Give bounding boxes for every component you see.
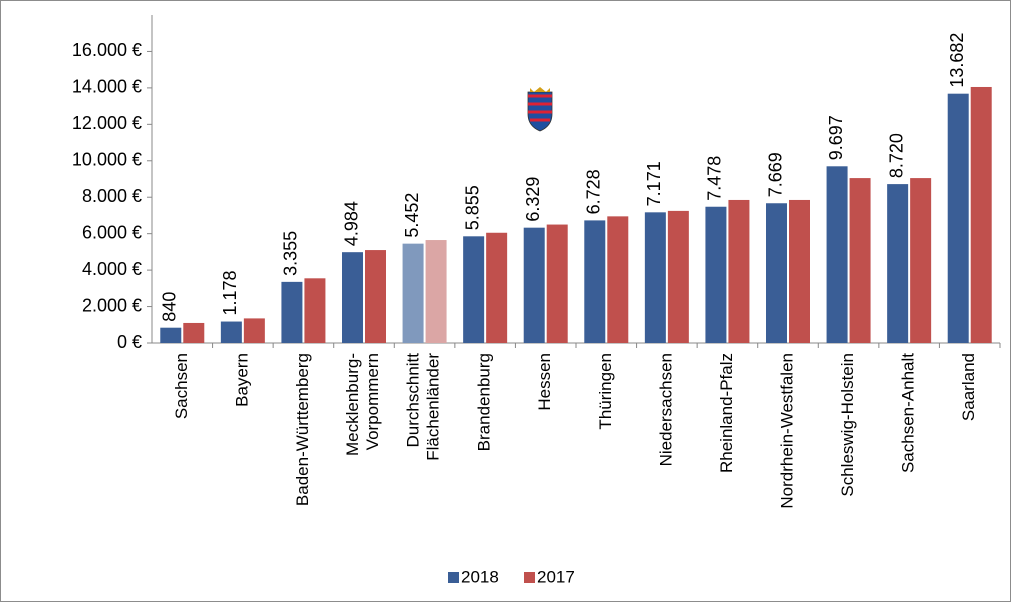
bar: [644, 212, 666, 343]
data-label: 7.669: [765, 152, 785, 197]
data-label: 7.171: [644, 161, 664, 206]
bar: [304, 278, 326, 343]
y-tick-label: 8.000 €: [82, 186, 142, 206]
legend-swatch: [524, 572, 535, 583]
y-tick-label: 2.000 €: [82, 295, 142, 315]
bar: [183, 322, 205, 343]
x-tick-label: Hessen: [535, 353, 554, 411]
x-tick-label: Sachsen: [172, 353, 191, 419]
bar: [947, 93, 969, 343]
bar: [607, 216, 629, 343]
x-tick-label: Rheinland-Pfalz: [717, 353, 736, 473]
bar: [365, 250, 386, 343]
y-tick-label: 14.000 €: [72, 77, 142, 97]
data-label: 9.697: [826, 115, 846, 160]
y-tick-label: 12.000 €: [72, 113, 142, 133]
x-tick-label: DurchschnittFlächenländer: [404, 353, 443, 461]
x-tick-label: Brandenburg: [475, 353, 494, 451]
bar: [887, 184, 909, 343]
bar: [342, 252, 363, 343]
y-tick-label: 6.000 €: [82, 222, 142, 242]
x-tick-label: Sachsen-Anhalt: [899, 353, 918, 473]
data-label: 5.452: [402, 193, 422, 238]
legend-label: 2018: [461, 567, 499, 586]
bar: [826, 166, 848, 343]
bar: [281, 281, 303, 343]
bar: [160, 327, 182, 343]
y-tick-label: 0 €: [117, 332, 142, 352]
bar: [766, 203, 787, 343]
bar: [243, 318, 265, 343]
legend-swatch: [448, 572, 459, 583]
y-tick-label: 16.000 €: [72, 40, 142, 60]
bar: [523, 227, 545, 343]
data-label: 3.355: [281, 231, 301, 276]
bar: [667, 210, 689, 343]
bar: [220, 321, 242, 343]
data-label: 4.984: [341, 201, 361, 246]
x-tick-label: Mecklenburg-Vorpommern: [343, 353, 382, 456]
hessen-crest: [527, 87, 553, 132]
x-tick-label: Bayern: [232, 353, 251, 407]
bar: [402, 243, 424, 343]
x-tick-label: Baden-Württemberg: [293, 353, 312, 506]
bar: [425, 240, 447, 343]
bar: [970, 86, 992, 343]
data-label: 1.178: [220, 270, 240, 315]
data-label: 8.720: [886, 133, 906, 178]
legend-label: 2017: [537, 567, 575, 586]
data-label: 13.682: [947, 33, 967, 88]
bar: [705, 206, 727, 343]
data-label: 7.478: [705, 156, 725, 201]
data-label: 6.329: [523, 177, 543, 222]
bar: [910, 178, 932, 343]
data-label: 5.855: [462, 185, 482, 230]
bar: [728, 199, 750, 343]
bar: [849, 178, 871, 343]
bar: [789, 199, 810, 343]
data-label: 840: [160, 292, 180, 322]
y-tick-label: 10.000 €: [72, 150, 142, 170]
bar: [463, 236, 485, 343]
bar: [584, 220, 606, 343]
x-tick-label: Schleswig-Holstein: [838, 353, 857, 497]
data-label: 6.728: [584, 169, 604, 214]
bar: [546, 224, 568, 343]
x-tick-label: Niedersachsen: [656, 353, 675, 466]
x-tick-label: Thüringen: [596, 353, 615, 430]
x-tick-label: Saarland: [959, 353, 978, 421]
x-tick-label: Nordrhein-Westfalen: [777, 353, 796, 509]
bar: [486, 232, 508, 343]
y-tick-label: 4.000 €: [82, 259, 142, 279]
